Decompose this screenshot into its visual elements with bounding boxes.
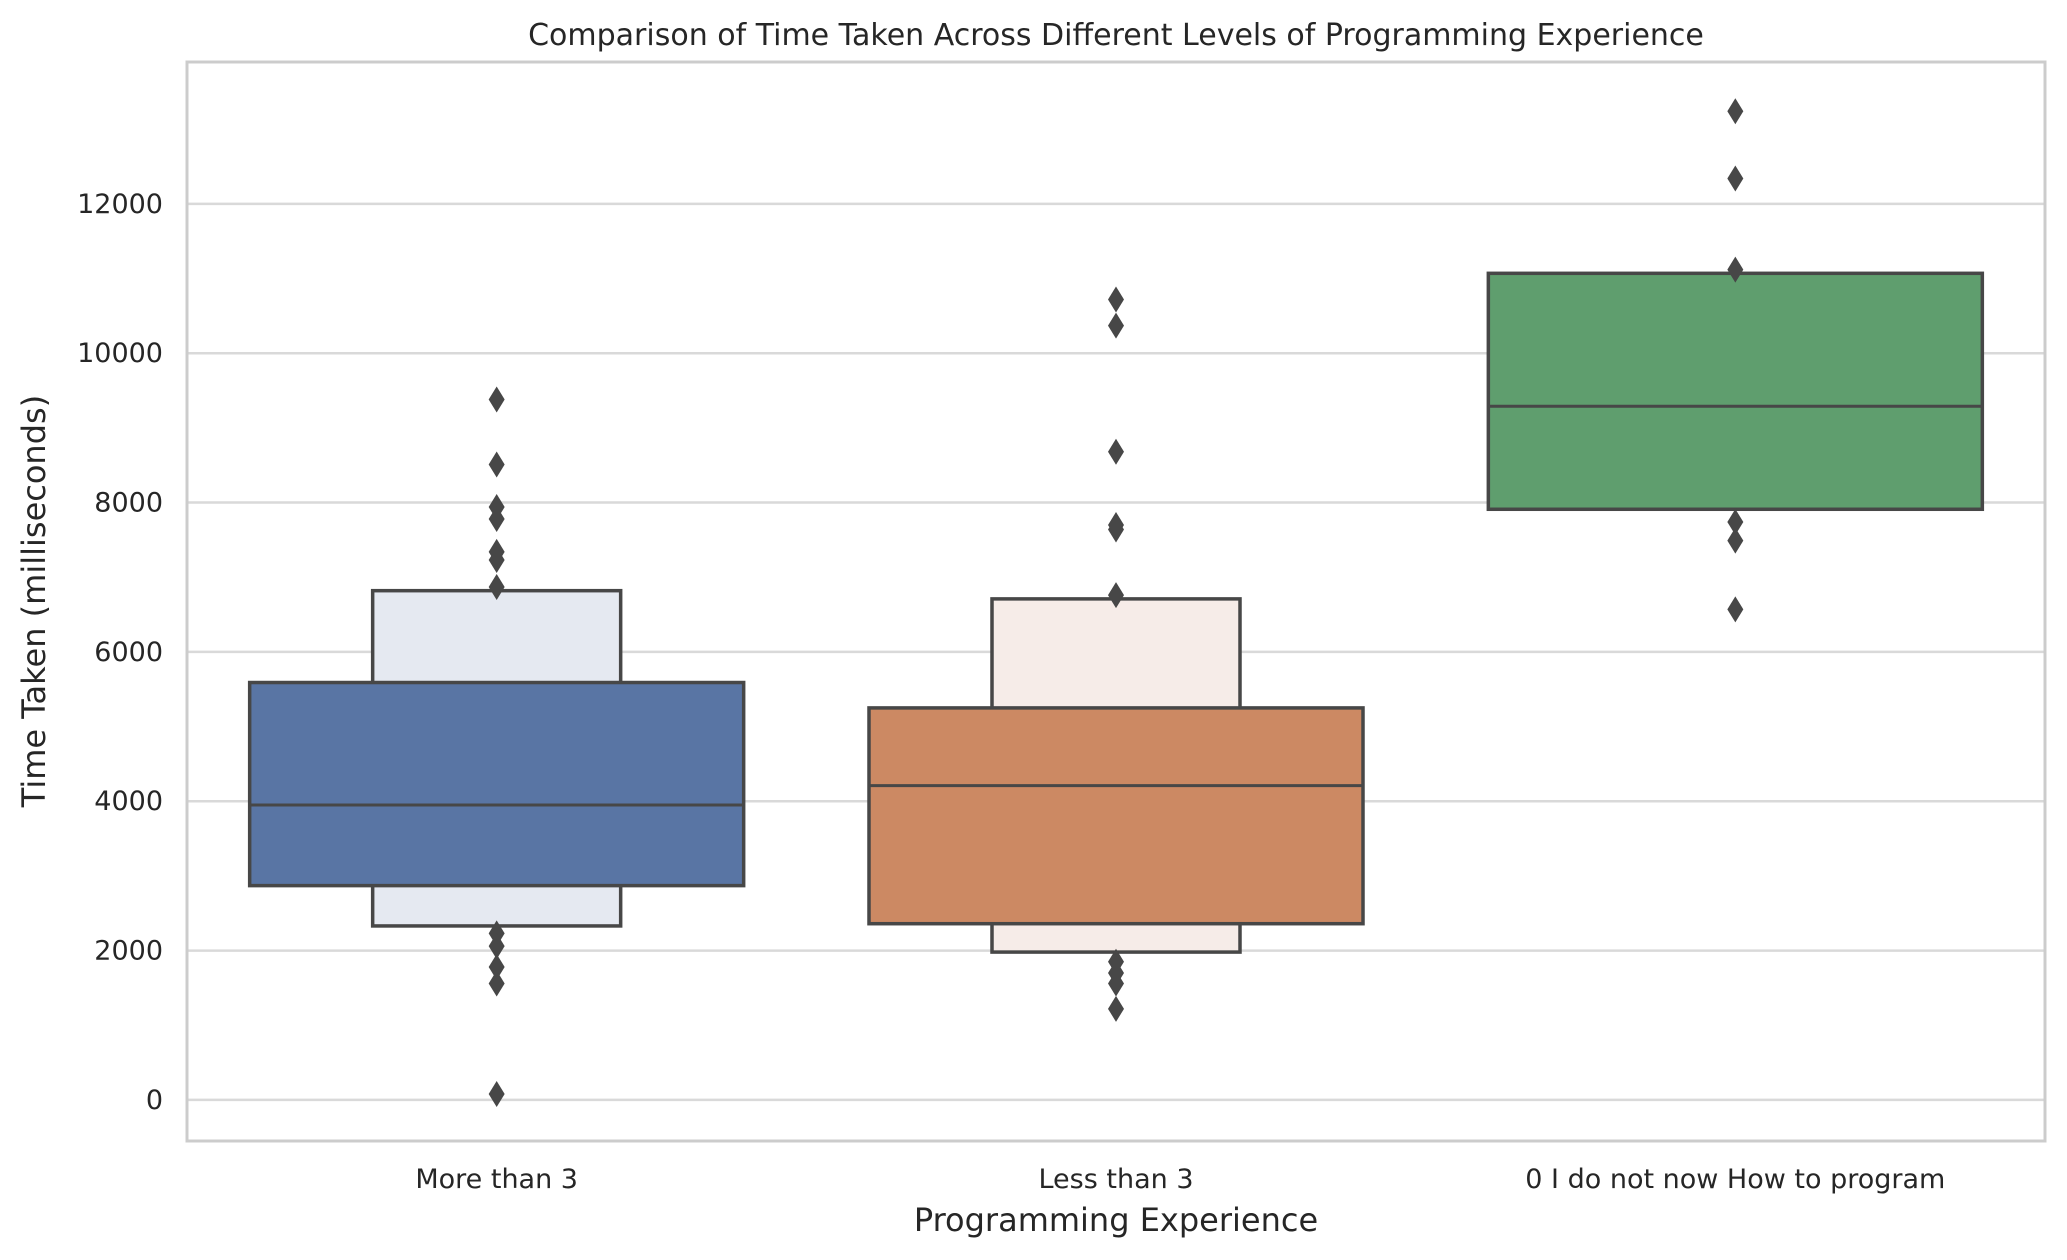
x-tick-label: 0 I do not now How to program xyxy=(1525,1164,1945,1195)
outlier-point xyxy=(1727,527,1744,554)
outlier-point xyxy=(488,970,505,997)
plot-frame xyxy=(185,60,2047,1143)
y-tick-label: 4000 xyxy=(94,786,163,817)
outlier-point xyxy=(1108,438,1124,465)
inner-box xyxy=(247,680,746,888)
y-tick-label: 8000 xyxy=(94,488,163,519)
x-tick-label: Less than 3 xyxy=(1038,1164,1193,1195)
outlier-point xyxy=(1108,312,1124,339)
outlier-point xyxy=(488,451,505,478)
outlier-point xyxy=(1108,970,1124,997)
x-tick-label: More than 3 xyxy=(415,1164,578,1195)
outlier-point xyxy=(1727,98,1744,125)
outlier-point xyxy=(1108,516,1124,543)
outlier-point xyxy=(1727,596,1744,623)
y-axis-label: Time Taken (milliseconds) xyxy=(15,395,53,808)
chart-title: Comparison of Time Taken Across Differen… xyxy=(528,18,1704,53)
outlier-point xyxy=(488,573,505,600)
y-tick-labels: 0 2000 4000 6000 8000 10000 12000 xyxy=(77,189,163,1116)
outlier-point xyxy=(1727,165,1744,192)
y-tick-label: 6000 xyxy=(94,637,163,668)
outlier-layer xyxy=(488,98,1744,1107)
outlier-point xyxy=(488,1080,505,1107)
outlier-point xyxy=(488,547,505,574)
outlier-point xyxy=(1108,582,1124,609)
inner-box xyxy=(1486,271,1985,512)
outlier-point xyxy=(488,954,505,981)
outlier-point xyxy=(1108,286,1124,313)
outlier-point xyxy=(1108,995,1124,1022)
x-tick-labels: More than 3 Less than 3 0 I do not now How… xyxy=(415,1164,1945,1195)
y-tick-label: 12000 xyxy=(77,189,163,220)
outlier-point xyxy=(488,386,505,413)
outlier-point xyxy=(488,933,505,960)
y-tick-label: 0 xyxy=(146,1085,163,1116)
outlier-point xyxy=(488,505,505,532)
y-tick-label: 10000 xyxy=(77,338,163,369)
y-tick-label: 2000 xyxy=(94,936,163,967)
box-layer xyxy=(247,271,1985,954)
x-axis-label: Programming Experience xyxy=(914,1201,1318,1239)
inner-box xyxy=(867,706,1365,926)
outlier-point xyxy=(1727,256,1744,283)
outlier-point xyxy=(1727,508,1744,535)
